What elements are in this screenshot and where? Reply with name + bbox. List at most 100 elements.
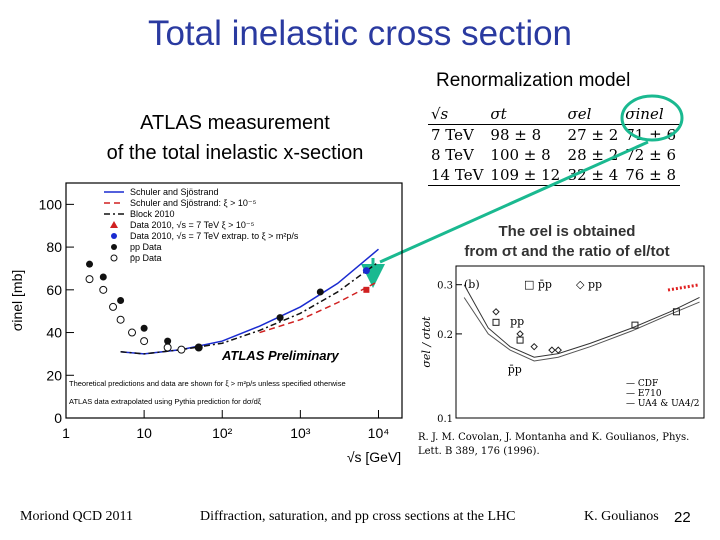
- legend-entry: ◇ pp: [576, 278, 602, 291]
- pbarp-data-point: [672, 308, 680, 316]
- pp-data-point: [492, 308, 500, 316]
- pbarp-data-point: [631, 321, 639, 329]
- el-note-line2: from σt and the ratio of el/tot: [464, 243, 670, 260]
- atlas-inelastic-chart: 0 20 40 60 80 100 1 10 10² 10³ 10⁴ √s [GeV] σinel [m…: [9, 182, 403, 465]
- y-axis-label: σinel [mb]: [9, 270, 25, 332]
- el-note-line1: The σel is obtained: [498, 223, 636, 240]
- x-tick-label: 10³: [290, 425, 311, 441]
- y-tick-label: 80: [46, 239, 62, 255]
- pbarp-data-point: [140, 324, 148, 332]
- pbarp-data-point: [164, 337, 172, 345]
- x-tick-label: 10: [136, 425, 152, 441]
- pp-data-point: [85, 275, 94, 284]
- chart-note: ATLAS data extrapolated using Pythia pre…: [69, 397, 262, 406]
- pp-data-point: [163, 343, 172, 352]
- pp-data-point: [554, 346, 562, 354]
- table-cell: 100 ± 8: [490, 146, 551, 164]
- atlas-data-point: [363, 286, 370, 293]
- citation-line: Lett. B 389, 176 (1996).: [418, 446, 540, 457]
- table-row: 8 TeV 100 ± 8 28 ± 2 72 ± 6: [428, 145, 680, 165]
- table-cell: 72 ± 6: [625, 146, 676, 164]
- table-cell: 98 ± 8: [490, 126, 542, 144]
- pbarp-data-point: [117, 297, 125, 304]
- legend-entry: □ p̄p: [524, 278, 552, 291]
- pbarp-data-point: [195, 344, 203, 351]
- footer-left: Moriond QCD 2011: [20, 509, 134, 524]
- arrow-to-atlas-data: [379, 140, 649, 264]
- atlas-caption: ATLAS measurement of the total inelastic…: [60, 108, 410, 168]
- curve-label-pbarp: p̄p: [508, 363, 522, 376]
- footer-center: Diffraction, saturation, and pp cross se…: [200, 509, 516, 524]
- legend-entry: Block 2010: [130, 209, 175, 219]
- atlas-caption-line1: ATLAS measurement: [140, 112, 330, 134]
- legend-swatch: [111, 244, 117, 250]
- inel-highlight-ellipse: [620, 94, 684, 142]
- x-tick-label: 10²: [212, 425, 233, 441]
- pp-data-point: [128, 328, 137, 337]
- y-tick-label: 0.1: [437, 414, 453, 425]
- pbarp-data-point: [99, 273, 107, 281]
- series-line: [120, 248, 379, 355]
- el-note: The σel is obtained from σt and the rati…: [436, 222, 698, 262]
- table-cell: 7 TeV: [431, 126, 474, 144]
- legend-swatch: [111, 233, 117, 239]
- y-tick-label: 20: [46, 367, 62, 383]
- slide-title: Total inelastic cross section: [147, 14, 573, 53]
- renormalization-label: Renormalization model: [436, 70, 631, 91]
- pp-data-point: [99, 285, 108, 294]
- pbarp-data-point: [492, 318, 500, 326]
- atlas-extrap-data-point: [362, 267, 370, 275]
- table-cell: 27 ± 2: [567, 126, 619, 144]
- legend-entry: Schuler and Sjöstrand: ξ > 10⁻⁵: [130, 198, 257, 208]
- curve-label-pp: pp: [510, 315, 524, 328]
- pp-data-point: [177, 345, 186, 354]
- pbarp-data-point: [86, 260, 94, 268]
- legend-entry: Schuler and Sjöstrand: [130, 187, 219, 197]
- table-row: 14 TeV 109 ± 12 32 ± 4 76 ± 8: [428, 165, 680, 186]
- panel-label: (b): [464, 278, 480, 291]
- y-tick-label: 0.2: [437, 330, 453, 341]
- pp-data-point: [116, 315, 125, 324]
- footer-right: K. Goulianos: [584, 509, 659, 524]
- x-axis-label: √s [GeV]: [347, 449, 401, 465]
- atlas-caption-line2: of the total inelastic x-section: [106, 142, 364, 164]
- y-tick-label: 100: [39, 196, 63, 212]
- sigma-table: √s σt σel σinel 7 TeV 98 ± 8 27 ± 2 71 ±…: [428, 104, 680, 186]
- elastic-ratio-chart: 0.1 0.2 0.3 σel / σtot (b) □ p̄p ◇ pp pp p̄p — CD…: [418, 265, 705, 457]
- y-tick-label: 40: [46, 325, 62, 341]
- page-number: 22: [674, 509, 691, 526]
- plot-frame: [455, 265, 705, 419]
- sigma-header-total: σt: [487, 104, 565, 125]
- legend-entry: Data 2010, √s = 7 TeV extrap. to ξ > m²p…: [130, 231, 299, 241]
- table-cell: 76 ± 8: [622, 165, 680, 186]
- y-tick-label: 60: [46, 282, 62, 298]
- pp-data-point: [516, 330, 524, 338]
- pbarp-data-point: [276, 314, 284, 322]
- pp-data-point: [548, 346, 556, 354]
- sigma-header-inel: σinel: [622, 104, 680, 125]
- table-cell: 32 ± 4: [564, 165, 623, 186]
- fit-curve: [463, 297, 700, 362]
- pbarp-data-point: [316, 288, 324, 296]
- red-dotted-pointer: [667, 283, 699, 292]
- x-tick-label: 1: [62, 425, 70, 441]
- legend-swatch: [110, 221, 118, 228]
- pp-data-point: [530, 342, 538, 351]
- y-axis-label: σel / σtot: [420, 316, 433, 368]
- legend-swatch: [110, 254, 118, 262]
- pbarp-data-point: [516, 336, 524, 344]
- sigma-header-sqrt-s: √s: [428, 104, 488, 125]
- pp-data-point: [140, 337, 149, 346]
- legend-entry: pp Data: [130, 242, 162, 252]
- legend-entry: Data 2010, √s = 7 TeV ξ > 10⁻⁵: [130, 220, 255, 230]
- y-tick-label: 0: [54, 410, 62, 426]
- chart-note: Theoretical predictions and data are sho…: [69, 379, 346, 388]
- series-line: [120, 261, 379, 355]
- table-cell: 14 TeV: [428, 165, 488, 186]
- sigma-header-el: σel: [564, 104, 623, 125]
- citation-line: R. J. M. Covolan, J. Montanha and K. Gou…: [418, 432, 689, 443]
- x-tick-label: 10⁴: [368, 425, 390, 441]
- legend-source: — E710: [626, 389, 662, 399]
- legend-entry: p̄p Data: [130, 253, 162, 263]
- table-row: 7 TeV 98 ± 8 27 ± 2 71 ± 6: [428, 125, 680, 146]
